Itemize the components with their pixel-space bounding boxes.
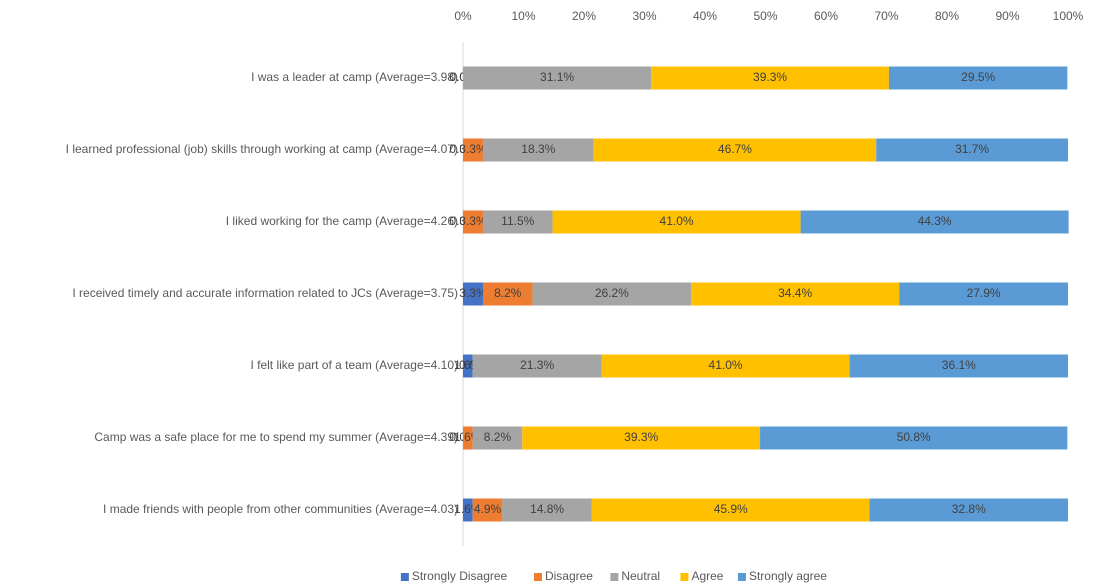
legend-label: Neutral bbox=[621, 569, 660, 583]
bar-segment bbox=[463, 282, 483, 306]
bar-segment bbox=[601, 354, 850, 378]
bar-segment bbox=[482, 282, 533, 306]
legend-swatch bbox=[400, 573, 409, 581]
bar-segment bbox=[463, 210, 483, 234]
data-label: 46.7% bbox=[718, 142, 752, 156]
data-label: 39.3% bbox=[624, 430, 658, 444]
data-label: 41.0% bbox=[709, 358, 743, 372]
data-label: 32.8% bbox=[952, 502, 986, 516]
bar-segment bbox=[876, 138, 1068, 162]
data-label: 3.3% bbox=[459, 214, 487, 228]
data-label: 14.8% bbox=[530, 502, 564, 516]
bar-segment bbox=[899, 282, 1068, 306]
legend-label: Agree bbox=[691, 569, 723, 583]
data-label: 31.7% bbox=[955, 142, 989, 156]
data-label: 8.2% bbox=[494, 286, 522, 300]
x-tick-label: 70% bbox=[874, 9, 898, 23]
data-label: 34.4% bbox=[778, 286, 812, 300]
bar-segment bbox=[532, 282, 692, 306]
data-label: 36.1% bbox=[942, 358, 976, 372]
bar-segment bbox=[472, 498, 503, 522]
bar-segment bbox=[888, 66, 1068, 90]
data-label: 39.3% bbox=[753, 70, 787, 84]
bar-segment bbox=[522, 426, 761, 450]
bar-segment bbox=[651, 66, 889, 90]
bar-segment bbox=[463, 354, 473, 378]
category-label: Camp was a safe place for me to spend my… bbox=[94, 430, 458, 444]
x-tick-label: 10% bbox=[511, 9, 535, 23]
legend-swatch bbox=[680, 573, 689, 581]
category-label: I learned professional (job) skills thro… bbox=[66, 142, 458, 156]
bar-segment bbox=[593, 138, 877, 162]
bar-segment bbox=[760, 426, 1068, 450]
bar-segment bbox=[691, 282, 900, 306]
data-label: 18.3% bbox=[521, 142, 555, 156]
x-tick-label: 100% bbox=[1053, 9, 1084, 23]
data-label: 21.3% bbox=[520, 358, 554, 372]
category-label: I received timely and accurate informati… bbox=[72, 286, 458, 300]
data-label: 29.5% bbox=[961, 70, 995, 84]
x-tick-label: 80% bbox=[935, 9, 959, 23]
legend-label: Strongly agree bbox=[749, 569, 827, 583]
legend-label: Disagree bbox=[545, 569, 593, 583]
bar-segment bbox=[463, 66, 652, 90]
category-label: I liked working for the camp (Average=4.… bbox=[226, 214, 458, 228]
data-label: 4.9% bbox=[474, 502, 502, 516]
bar-segment bbox=[463, 426, 473, 450]
bar-segment bbox=[463, 138, 483, 162]
data-label: 41.0% bbox=[660, 214, 694, 228]
legend-swatch bbox=[610, 573, 619, 581]
x-tick-label: 20% bbox=[572, 9, 596, 23]
data-label: 31.1% bbox=[540, 70, 574, 84]
bar-segment bbox=[482, 138, 594, 162]
data-label: 3.3% bbox=[459, 286, 487, 300]
x-tick-label: 60% bbox=[814, 9, 838, 23]
x-tick-label: 50% bbox=[753, 9, 777, 23]
data-label: 3.3% bbox=[459, 142, 487, 156]
data-label: 50.8% bbox=[897, 430, 931, 444]
data-label: 8.2% bbox=[484, 430, 512, 444]
category-label: I felt like part of a team (Average=4.10… bbox=[250, 358, 458, 372]
bar-segment bbox=[482, 210, 553, 234]
bar-segment bbox=[472, 354, 602, 378]
legend-swatch bbox=[533, 573, 542, 581]
data-label: 44.3% bbox=[918, 214, 952, 228]
data-label: 26.2% bbox=[595, 286, 629, 300]
x-tick-label: 40% bbox=[693, 9, 717, 23]
category-label: I was a leader at camp (Average=3.98) bbox=[251, 70, 458, 84]
data-label: 45.9% bbox=[714, 502, 748, 516]
bar-segment bbox=[502, 498, 592, 522]
bar-segment bbox=[472, 426, 523, 450]
x-tick-label: 30% bbox=[632, 9, 656, 23]
data-label: 11.5% bbox=[501, 214, 534, 228]
bar-segment bbox=[869, 498, 1068, 522]
legend-label: Strongly Disagree bbox=[412, 569, 508, 583]
bar-segment bbox=[552, 210, 801, 234]
legend-swatch bbox=[737, 573, 746, 581]
bar-segment bbox=[463, 498, 473, 522]
category-label: I made friends with people from other co… bbox=[103, 502, 458, 516]
bar-segment bbox=[800, 210, 1069, 234]
bar-segment bbox=[849, 354, 1068, 378]
x-tick-label: 90% bbox=[995, 9, 1019, 23]
bar-segment bbox=[591, 498, 870, 522]
data-label: 27.9% bbox=[967, 286, 1001, 300]
x-tick-label: 0% bbox=[454, 9, 472, 23]
